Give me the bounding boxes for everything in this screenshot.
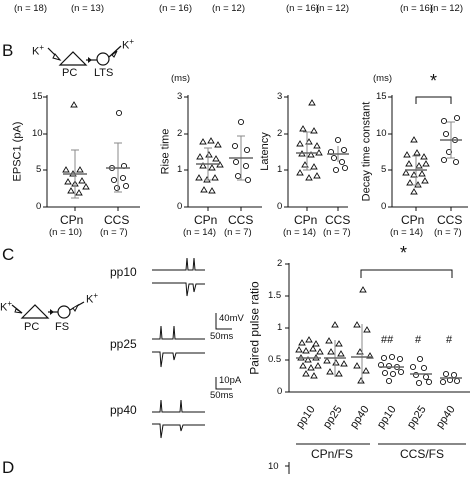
decay-sig: * [430,71,438,91]
ppr-ytick-2: 2 [277,258,283,269]
panel-c-post-label: FS [55,321,70,333]
ppr-ytick-1.5: 1.5 [268,290,282,301]
ppr-group-cpn: CPn/FS [311,447,354,461]
top-n-label-1: (n = 18) [14,3,48,14]
ppr-ytick-0.5: 0.5 [268,354,282,365]
lat-ylabel: Latency [258,132,271,171]
ppr-cat-2: pp25 [320,403,345,431]
trace-label-pp40: pp40 [110,403,137,417]
decay-ytick-10: 10 [376,128,387,139]
lat-n-ccs: (n = 7) [323,227,351,238]
scalebar1-v: 40mV [219,313,244,324]
trace-label-pp10: pp10 [110,265,137,279]
epsc1-ytick-5: 5 [36,164,42,175]
scalebar1-t: 50ms [210,331,234,342]
lat-ytick-1: 1 [277,164,283,175]
rise-ytick-1: 1 [177,164,183,175]
lat-cat-ccs: CCS [325,213,351,227]
decay-ytick-5: 5 [381,164,387,175]
rise-cat-ccs: CCS [228,213,254,227]
panel-b-pre-label: PC [62,67,78,79]
ppr-ylabel: Paired pulse ratio [247,281,262,375]
lat-n-cpn: (n = 14) [283,227,317,238]
panel-d-letter: D [2,458,15,477]
panel-b-letter: B [2,41,14,60]
epsc1-ylabel: EPSC1 (pA) [11,121,24,182]
epsc1-n-cpn: (n = 10) [49,227,83,238]
epsc1-cat-ccs: CCS [104,213,130,227]
decay-cat-ccs: CCS [437,213,463,227]
ppr-mark-3: # [446,334,453,346]
epsc1-cat-cpn: CPn [60,213,84,227]
rise-ytick-2: 2 [177,128,183,139]
ppr-cat-1: pp10 [293,403,318,431]
ppr-ytick-0: 0 [277,386,283,397]
scalebar2-v: 10pA [219,375,242,386]
ppr-ytick-1: 1 [277,322,283,333]
rise-ylabel: Rise time [159,128,172,175]
scalebar2-t: 50ms [210,390,234,401]
lat-cat-cpn: CPn [294,213,318,227]
decay-ylabel: Decay time constant [360,101,373,202]
lat-ytick-3: 3 [277,91,283,102]
panel-d-ytick: 10 [268,461,279,472]
top-n-label-3: (n = 16) [159,3,193,14]
top-n-label-6: (n = 12) [316,3,350,14]
panel-b-post-label: LTS [94,67,114,79]
decay-n-ccs: (n = 7) [434,227,462,238]
epsc1-ytick-15: 15 [32,91,43,102]
top-n-label-5: (n = 16) [286,3,320,14]
decay-cat-cpn: CPn [401,213,425,227]
ppr-cat-4: pp10 [374,403,399,431]
ppr-group-ccs: CCS/FS [400,447,445,461]
lat-ytick-2: 2 [277,128,283,139]
panel-b-ion-left: K+ [32,43,45,58]
ppr-mark-2: # [415,334,422,346]
rise-ytick-0: 0 [177,201,183,212]
rise-cat-cpn: CPn [194,213,218,227]
ppr-sig: * [400,243,408,263]
top-n-label-7: (n = 16) [400,3,434,14]
panel-c-pre-label: PC [24,321,40,333]
panel-c-ion-left: K+ [0,299,13,314]
epsc1-ytick-10: 10 [32,128,43,139]
epsc1-n-ccs: (n = 7) [100,227,128,238]
panel-c-ion-right: K+ [86,291,99,306]
rise-n-cpn: (n = 14) [183,227,217,238]
decay-n-cpn: (n = 14) [390,227,424,238]
rise-n-ccs: (n = 7) [224,227,252,238]
trace-label-pp25: pp25 [110,337,137,351]
rise-unit: (ms) [171,73,190,84]
ppr-cat-3: pp40 [347,403,372,431]
decay-ytick-15: 15 [376,91,387,102]
ppr-mark-1: ## [381,334,394,346]
panel-b-ion-right: K+ [122,37,135,52]
lat-ytick-0: 0 [277,201,283,212]
rise-ytick-3: 3 [177,91,183,102]
top-n-label-4: (n = 12) [212,3,246,14]
top-n-label-8: (n = 12) [430,3,464,14]
ppr-cat-6: pp40 [433,403,458,431]
decay-ytick-0: 0 [381,201,387,212]
ppr-cat-5: pp25 [404,403,429,431]
top-n-label-2: (n = 13) [71,3,105,14]
panel-c-letter: C [2,245,15,264]
epsc1-ytick-0: 0 [36,201,42,212]
decay-unit: (ms) [373,73,392,84]
